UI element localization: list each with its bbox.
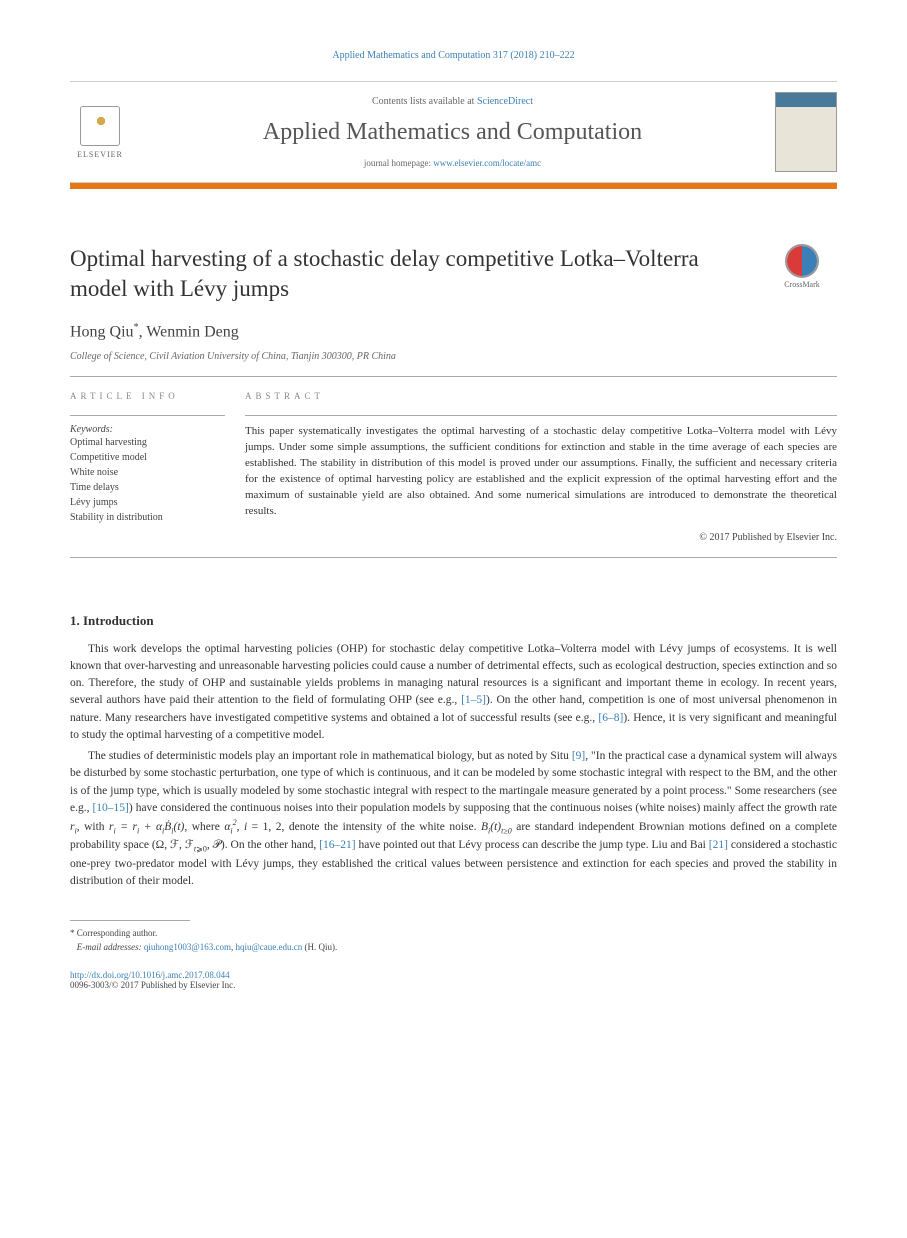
corresponding-author-note: * Corresponding author. — [70, 927, 837, 941]
keyword-item: Optimal harvesting — [70, 435, 225, 450]
body-text: ) have considered the continuous noises … — [129, 802, 837, 814]
crossmark-icon — [785, 244, 819, 278]
divider — [245, 415, 837, 416]
article-info-column: ARTICLE INFO Keywords: Optimal harvestin… — [70, 391, 245, 543]
citation-link[interactable]: [16–21] — [319, 839, 355, 851]
citation-link[interactable]: [6–8] — [598, 712, 623, 724]
publisher-name: ELSEVIER — [77, 150, 123, 159]
divider — [70, 557, 837, 558]
authors: Hong Qiu*, Wenmin Deng — [70, 322, 837, 341]
citation-link[interactable]: [1–5] — [461, 694, 486, 706]
section-heading-introduction: 1. Introduction — [70, 613, 837, 629]
crossmark-label: CrossMark — [784, 280, 820, 289]
issn-copyright: 0096-3003/© 2017 Published by Elsevier I… — [70, 980, 837, 990]
journal-name: Applied Mathematics and Computation — [130, 119, 775, 146]
article-info-heading: ARTICLE INFO — [70, 391, 225, 401]
author-email-link[interactable]: hqiu@caue.edu.cn — [235, 942, 302, 952]
body-text: have pointed out that Lévy process can d… — [356, 839, 709, 851]
abstract-text: This paper systematically investigates t… — [245, 424, 837, 520]
email-suffix: (H. Qiu). — [302, 942, 337, 952]
citation-link[interactable]: [9] — [572, 750, 585, 762]
affiliation: College of Science, Civil Aviation Unive… — [70, 351, 837, 362]
body-text: . On the other hand, — [225, 839, 319, 851]
homepage-prefix: journal homepage: — [364, 158, 433, 168]
keyword-item: Stability in distribution — [70, 510, 225, 525]
crossmark-badge[interactable]: CrossMark — [767, 244, 837, 289]
elsevier-tree-icon — [80, 106, 120, 146]
doi-link[interactable]: http://dx.doi.org/10.1016/j.amc.2017.08.… — [70, 970, 837, 980]
citation-link[interactable]: [21] — [709, 839, 728, 851]
homepage-link[interactable]: www.elsevier.com/locate/amc — [433, 158, 541, 168]
citation-header: Applied Mathematics and Computation 317 … — [70, 50, 837, 61]
abstract-copyright: © 2017 Published by Elsevier Inc. — [245, 532, 837, 543]
author-email-link[interactable]: qiuhong1003@163.com — [144, 942, 231, 952]
footnote-divider — [70, 920, 190, 921]
journal-header: ELSEVIER Contents lists available at Sci… — [70, 81, 837, 183]
email-line: E-mail addresses: qiuhong1003@163.com, h… — [70, 941, 837, 955]
homepage-line: journal homepage: www.elsevier.com/locat… — [130, 158, 775, 168]
keywords-label: Keywords: — [70, 424, 225, 435]
body-paragraph: This work develops the optimal harvestin… — [70, 641, 837, 745]
email-label: E-mail addresses: — [77, 942, 144, 952]
abstract-column: ABSTRACT This paper systematically inves… — [245, 391, 837, 543]
body-paragraph: The studies of deterministic models play… — [70, 748, 837, 890]
contents-prefix: Contents lists available at — [372, 96, 477, 107]
keyword-item: Time delays — [70, 480, 225, 495]
accent-bar — [70, 183, 837, 189]
keyword-item: Competitive model — [70, 450, 225, 465]
keyword-item: Lévy jumps — [70, 495, 225, 510]
journal-cover-thumbnail — [775, 92, 837, 172]
article-title: Optimal harvesting of a stochastic delay… — [70, 244, 747, 304]
keywords-list: Optimal harvesting Competitive model Whi… — [70, 435, 225, 525]
sciencedirect-link[interactable]: ScienceDirect — [477, 96, 533, 107]
divider — [70, 376, 837, 377]
contents-list-line: Contents lists available at ScienceDirec… — [130, 96, 775, 107]
divider — [70, 415, 225, 416]
body-text: , denote the intensity of the white nois… — [282, 821, 481, 833]
elsevier-logo: ELSEVIER — [70, 97, 130, 167]
keyword-item: White noise — [70, 465, 225, 480]
citation-link[interactable]: [10–15] — [92, 802, 128, 814]
abstract-heading: ABSTRACT — [245, 391, 837, 401]
body-text: The studies of deterministic models play… — [88, 750, 572, 762]
